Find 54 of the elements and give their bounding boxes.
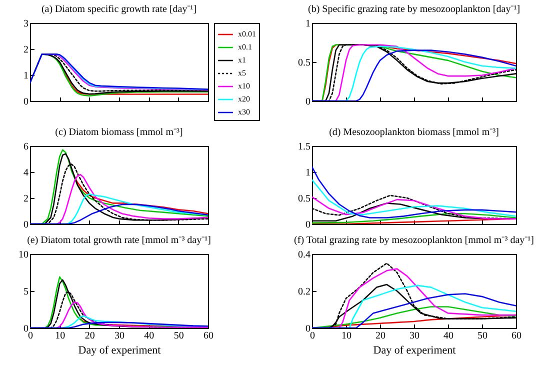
x-tick-label: 10 [55, 330, 66, 342]
y-tick-label: 0 [306, 324, 310, 334]
x-tick-label: 30 [410, 330, 420, 342]
y-tick-label: 1 [24, 70, 28, 82]
y-tick-label: 0 [24, 96, 28, 108]
y-tick-label: 3 [24, 18, 28, 30]
legend-label: x30 [238, 108, 250, 116]
y-tick-label: 2 [24, 194, 28, 204]
legend-label: x0.1 [238, 42, 252, 52]
y-tick-label: 2 [24, 44, 28, 56]
y-tick-label: 4 [24, 168, 28, 178]
x-axis-title: Day of experiment [373, 344, 456, 356]
y-tick-label: 0.5 [298, 194, 310, 204]
y-tick-label: 1.5 [298, 142, 310, 152]
legend-label: x1 [238, 56, 246, 64]
x-tick-label: 50 [478, 330, 488, 342]
line-series [312, 212, 516, 224]
x-tick-label: 20 [84, 330, 95, 342]
y-tick-label: 0 [24, 324, 28, 334]
y-tick-label: 6 [24, 142, 28, 152]
legend-label: x5 [238, 68, 246, 78]
x-tick-label: 10 [342, 330, 352, 342]
chart-title: (f) Total grazing rate by mesozooplankton [mmol m⁻³ day⁻¹] [294, 235, 534, 246]
x-tick-label: 60 [204, 330, 214, 342]
legend-label: x10 [238, 82, 250, 90]
y-tick-label: 10 [18, 250, 28, 260]
x-tick-label: 40 [144, 330, 154, 342]
x-tick-label: 30 [114, 330, 124, 342]
x-tick-label: 50 [174, 330, 184, 342]
x-tick-label: 20 [376, 330, 386, 342]
line-series [30, 204, 208, 224]
y-tick-label: 0.5 [298, 58, 310, 68]
chart-title: (d) Mesozooplankton biomass [mmol m⁻³] [329, 127, 499, 138]
y-tick-label: 5 [24, 286, 28, 298]
y-tick-label: 1 [306, 168, 310, 178]
chart-title: (a) Diatom specific growth rate [day⁻¹] [41, 4, 197, 15]
y-tick-label: 0 [24, 220, 28, 230]
x-axis-title: Day of experiment [78, 344, 161, 356]
chart-title: (c) Diatom biomass [mmol m⁻³] [55, 127, 183, 138]
line-series [312, 166, 516, 218]
y-tick-label: 0 [306, 96, 310, 108]
legend-label: x0.01 [238, 30, 256, 38]
y-tick-label: 1 [306, 18, 310, 30]
x-tick-label: 40 [444, 330, 454, 342]
x-tick-label: 60 [512, 330, 522, 342]
y-tick-label: 0.2 [298, 286, 310, 298]
line-series [312, 293, 516, 328]
chart-title: (b) Specific grazing rate by mesozooplankton [day⁻¹] [308, 4, 520, 15]
legend-label: x20 [238, 94, 250, 104]
chart-title: (e) Diatom total growth rate [mmol m⁻³ day⁻¹] [27, 235, 211, 246]
y-tick-label: 0.4 [298, 250, 310, 260]
line-series [312, 306, 516, 328]
y-tick-label: 0 [306, 220, 310, 230]
line-series [312, 179, 516, 217]
